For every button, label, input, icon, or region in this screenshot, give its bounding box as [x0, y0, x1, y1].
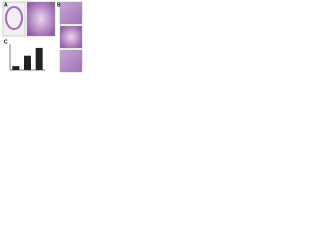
bar [12, 66, 20, 70]
panel-label: C [4, 39, 8, 45]
figure: A B C [2, 1, 83, 73]
bars [12, 47, 43, 70]
panel-label: A [4, 2, 8, 8]
bar [35, 47, 43, 70]
micrograph [59, 1, 83, 25]
bar [24, 55, 31, 70]
micrograph [26, 1, 56, 37]
tissue-section [5, 6, 23, 30]
micrograph [59, 25, 83, 49]
micrograph [59, 49, 83, 73]
panel-label: B [57, 2, 61, 8]
